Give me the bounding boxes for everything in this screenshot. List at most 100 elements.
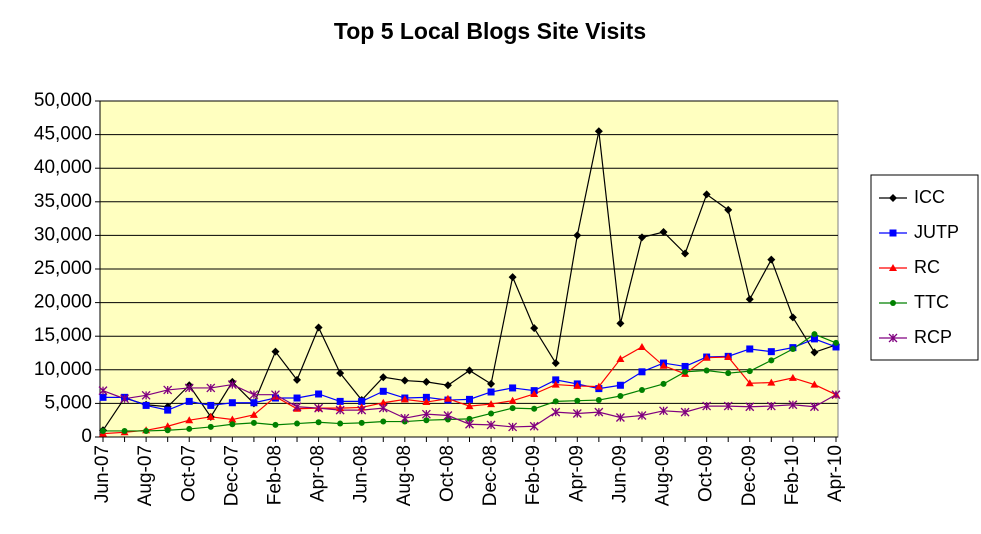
marker — [465, 366, 474, 375]
y-tick-label: 20,000 — [34, 292, 92, 313]
marker — [530, 324, 539, 333]
y-tick-label: 50,000 — [34, 90, 92, 111]
x-tick-label: Jun-08 — [351, 445, 372, 503]
y-tick-label: 5,000 — [44, 392, 92, 413]
marker — [465, 402, 474, 410]
marker — [272, 421, 279, 428]
marker — [529, 421, 539, 431]
marker — [143, 427, 150, 434]
marker — [616, 355, 625, 363]
x-tick-label: Dec-08 — [480, 445, 501, 506]
marker — [227, 380, 237, 390]
marker — [746, 368, 753, 375]
marker — [616, 381, 624, 389]
marker — [890, 300, 896, 306]
marker — [163, 385, 173, 395]
marker — [660, 380, 667, 387]
marker — [745, 402, 755, 412]
marker — [185, 416, 194, 424]
marker — [889, 229, 897, 237]
marker — [809, 402, 819, 412]
marker — [659, 361, 668, 369]
y-tick-label: 45,000 — [34, 124, 92, 145]
marker — [616, 319, 625, 328]
marker — [552, 376, 560, 384]
y-tick-label: 15,000 — [34, 325, 92, 346]
x-tick-label: Apr-10 — [825, 445, 846, 502]
marker — [702, 353, 711, 361]
marker — [724, 353, 733, 361]
marker — [573, 381, 582, 389]
marker — [638, 368, 646, 376]
marker — [788, 373, 797, 381]
marker — [358, 419, 365, 426]
marker — [378, 403, 388, 413]
marker — [767, 255, 776, 264]
marker — [486, 420, 496, 430]
marker — [400, 395, 409, 403]
marker — [163, 422, 172, 430]
marker — [185, 397, 193, 405]
marker — [315, 390, 323, 398]
marker — [552, 398, 559, 405]
marker — [422, 398, 431, 406]
legend-label: TTC — [914, 292, 949, 312]
marker — [294, 420, 301, 427]
marker — [443, 394, 452, 402]
marker — [293, 394, 301, 402]
marker — [443, 411, 453, 420]
marker — [358, 397, 366, 405]
marker — [228, 415, 237, 423]
x-tick-label: Jun-07 — [92, 445, 113, 503]
marker — [466, 395, 473, 403]
marker — [702, 190, 711, 199]
marker — [889, 264, 897, 271]
marker — [745, 379, 754, 387]
marker — [487, 379, 496, 388]
marker — [228, 399, 236, 407]
marker — [766, 401, 776, 411]
legend-label: JUTP — [914, 222, 959, 242]
marker — [810, 380, 819, 388]
chart-title: Top 5 Local Blogs Site Visits — [334, 18, 646, 44]
x-tick-label: Feb-08 — [264, 445, 285, 505]
marker — [659, 406, 668, 416]
x-tick-label: Aug-09 — [653, 445, 674, 506]
marker — [250, 419, 257, 426]
marker — [466, 415, 473, 422]
marker — [724, 205, 733, 214]
marker — [573, 231, 582, 240]
marker — [637, 342, 646, 350]
marker — [831, 390, 841, 400]
marker — [337, 420, 344, 427]
marker — [637, 233, 646, 242]
marker — [488, 410, 495, 417]
marker — [487, 388, 495, 396]
marker — [465, 419, 474, 429]
marker — [336, 369, 345, 378]
marker — [443, 381, 452, 390]
marker — [508, 422, 518, 432]
marker — [336, 397, 344, 405]
marker — [423, 417, 430, 424]
x-tick-label: Feb-09 — [523, 445, 544, 505]
marker — [379, 373, 388, 382]
marker — [206, 412, 215, 420]
marker — [141, 390, 151, 400]
x-tick-label: Oct-08 — [437, 445, 458, 502]
marker — [120, 394, 130, 404]
marker — [681, 362, 689, 370]
marker — [229, 421, 236, 428]
marker — [810, 335, 818, 343]
marker — [314, 403, 324, 413]
marker — [249, 410, 258, 418]
marker — [184, 383, 194, 393]
marker — [487, 400, 496, 408]
marker — [421, 409, 431, 419]
marker — [530, 389, 539, 397]
marker — [725, 370, 732, 377]
y-tick-label: 10,000 — [34, 359, 92, 380]
marker — [594, 407, 604, 417]
marker — [594, 127, 603, 136]
marker — [164, 427, 171, 434]
